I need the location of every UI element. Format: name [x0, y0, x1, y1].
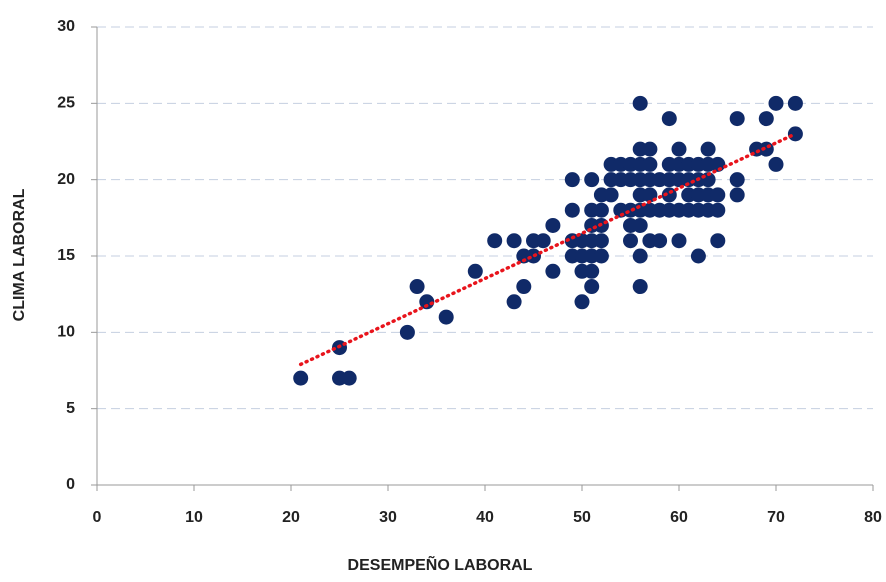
point	[758, 141, 774, 157]
y-tick-label: 0	[66, 476, 75, 493]
y-tick-label: 15	[57, 247, 75, 264]
point	[593, 233, 609, 249]
point	[516, 279, 532, 295]
point	[652, 233, 668, 249]
point	[545, 217, 561, 233]
point	[564, 172, 580, 188]
x-tick-label: 30	[379, 509, 397, 526]
point	[487, 233, 503, 249]
point	[535, 233, 551, 249]
point	[729, 111, 745, 127]
point	[467, 263, 483, 279]
point	[564, 202, 580, 218]
point	[506, 294, 522, 310]
point	[700, 141, 716, 157]
x-tick-label: 20	[282, 509, 300, 526]
x-axis-title: DESEMPEÑO LABORAL	[348, 554, 533, 574]
point	[661, 111, 677, 127]
point	[409, 279, 425, 295]
point	[671, 141, 687, 157]
trendline	[298, 132, 798, 367]
point	[293, 370, 309, 386]
point	[419, 294, 435, 310]
point	[584, 172, 600, 188]
y-tick-label: 25	[57, 95, 75, 112]
point	[787, 126, 803, 142]
point	[584, 263, 600, 279]
point	[710, 202, 726, 218]
point	[671, 233, 687, 249]
point	[506, 233, 522, 249]
y-tick-label: 30	[57, 18, 75, 35]
y-tick-label: 10	[57, 324, 75, 341]
point	[438, 309, 454, 325]
point	[710, 233, 726, 249]
x-tick-label: 70	[767, 509, 785, 526]
point	[729, 172, 745, 188]
y-axis-title: CLIMA LABORAL	[11, 188, 28, 321]
point	[632, 95, 648, 111]
x-tick-label: 80	[864, 509, 882, 526]
point	[623, 233, 638, 249]
point	[399, 324, 415, 340]
point	[593, 248, 609, 264]
point	[341, 370, 357, 386]
x-tick-label: 0	[93, 509, 102, 526]
point	[758, 111, 774, 127]
point	[603, 187, 619, 203]
point	[642, 141, 658, 157]
x-tick-label: 50	[573, 509, 591, 526]
point	[768, 95, 784, 111]
point	[632, 279, 648, 295]
point	[593, 202, 609, 218]
point	[710, 187, 726, 203]
point	[632, 248, 648, 264]
point	[787, 95, 803, 111]
x-tick-label: 60	[670, 509, 688, 526]
point	[729, 187, 745, 203]
point	[768, 156, 784, 172]
x-tick-label: 40	[476, 509, 494, 526]
point	[545, 263, 561, 279]
point	[642, 156, 658, 172]
y-tick-label: 5	[66, 400, 75, 417]
point	[632, 217, 648, 233]
point	[584, 279, 600, 295]
x-tick-label: 10	[185, 509, 203, 526]
y-tick-label: 20	[57, 171, 75, 188]
point	[574, 294, 590, 310]
point	[690, 248, 706, 264]
